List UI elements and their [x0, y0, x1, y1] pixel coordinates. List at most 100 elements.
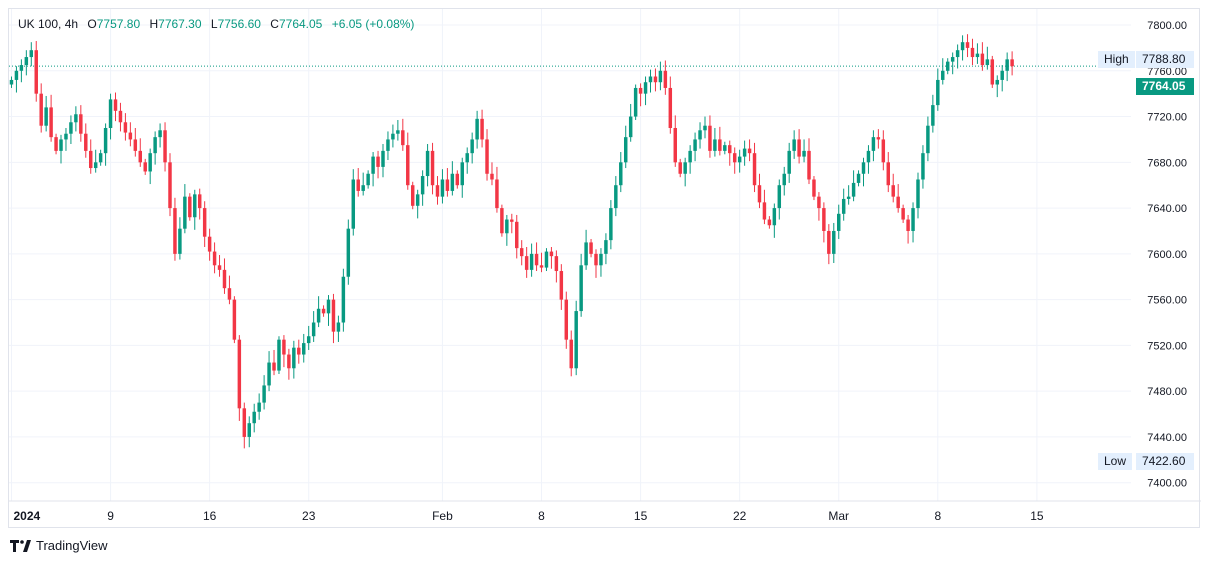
- candle: [480, 109, 484, 148]
- candle: [653, 68, 658, 92]
- candle-body: [678, 162, 682, 174]
- candle-body: [653, 76, 658, 83]
- y-tick-label: 7400.00: [1147, 478, 1187, 490]
- candle-body: [302, 343, 306, 355]
- candle-body: [663, 70, 668, 88]
- candle: [445, 168, 450, 197]
- grid: [9, 9, 1131, 501]
- y-tick-label: 7680.00: [1147, 157, 1187, 169]
- candle: [916, 172, 920, 219]
- candle-body: [252, 411, 256, 424]
- candle-body: [396, 130, 400, 134]
- candle: [782, 166, 786, 196]
- candle-body: [485, 139, 489, 174]
- candle-body: [326, 299, 331, 314]
- candle: [153, 131, 157, 165]
- candle-body: [277, 339, 281, 371]
- x-tick-label: 2024: [13, 509, 40, 523]
- candle-body: [103, 127, 108, 154]
- candle-body: [698, 130, 702, 140]
- candle-body: [737, 156, 742, 163]
- candle-body: [59, 139, 63, 151]
- candle: [331, 293, 336, 344]
- candle-body: [346, 228, 351, 277]
- candle-body: [29, 50, 34, 58]
- candle: [995, 75, 999, 98]
- candle: [93, 149, 98, 173]
- candle-body: [123, 122, 128, 133]
- candle: [747, 139, 752, 162]
- candle: [792, 130, 796, 159]
- candle: [718, 126, 722, 156]
- candle-body: [638, 87, 643, 94]
- candle-body: [465, 153, 469, 163]
- candle: [376, 150, 380, 179]
- candle-body: [168, 162, 172, 209]
- x-tick-label: 15: [634, 509, 648, 523]
- candle-body: [297, 347, 301, 355]
- candle: [698, 122, 702, 149]
- candle: [237, 335, 242, 421]
- candle: [619, 152, 623, 193]
- candle: [1005, 52, 1009, 82]
- candle: [292, 340, 296, 379]
- candle-body: [713, 139, 717, 151]
- candle-body: [1010, 59, 1014, 67]
- candle: [29, 42, 34, 67]
- candle-body: [564, 299, 569, 340]
- x-axis: 2024 9 16 23 Feb 8 15 22 Mar 8 15: [13, 509, 1043, 523]
- candle: [990, 55, 995, 88]
- candle-body: [401, 130, 405, 146]
- candle-body: [926, 125, 930, 154]
- candle: [197, 188, 202, 220]
- candle: [574, 300, 578, 376]
- candle-body: [406, 145, 410, 186]
- candle: [837, 204, 841, 239]
- candle-body: [995, 79, 999, 85]
- candle: [98, 149, 103, 166]
- candle: [1000, 65, 1004, 92]
- candle: [985, 46, 990, 70]
- candle: [257, 393, 261, 420]
- candle-body: [554, 256, 559, 272]
- candle-body: [861, 162, 866, 174]
- candle: [866, 145, 871, 174]
- candle: [594, 249, 598, 278]
- candle-body: [906, 219, 910, 231]
- candle: [406, 132, 410, 190]
- candle-body: [183, 196, 187, 229]
- candle-body: [232, 299, 237, 340]
- candle-body: [728, 145, 732, 154]
- candle-body: [440, 179, 445, 197]
- candle-body: [832, 230, 836, 254]
- candle: [945, 58, 950, 75]
- candle-body: [990, 59, 995, 85]
- candle-body: [376, 156, 380, 167]
- candle: [827, 224, 831, 265]
- candle: [797, 129, 801, 164]
- candle: [485, 129, 489, 181]
- x-tick-label: Mar: [828, 509, 849, 523]
- candle: [886, 152, 891, 193]
- chart-frame[interactable]: 7800.00 7760.00 7720.00 7680.00 7640.00 7600.…: [8, 8, 1201, 529]
- candle: [356, 168, 360, 197]
- candle: [569, 330, 573, 377]
- candle: [960, 35, 965, 61]
- close-label: C: [270, 17, 279, 31]
- candle-body: [703, 125, 707, 131]
- candle-body: [609, 208, 613, 241]
- candle: [500, 204, 504, 237]
- candle-body: [311, 322, 316, 337]
- candle: [881, 130, 886, 171]
- candle-body: [1000, 70, 1004, 80]
- candle-body: [584, 242, 588, 266]
- candle: [510, 213, 514, 234]
- y-axis: 7800.00 7760.00 7720.00 7680.00 7640.00 7600.…: [1147, 20, 1187, 490]
- candle: [44, 95, 48, 132]
- candle-body: [896, 196, 900, 209]
- candle: [386, 131, 390, 161]
- candlestick-chart[interactable]: 7800.00 7760.00 7720.00 7680.00 7640.00 7600.…: [9, 9, 1201, 529]
- candle: [381, 144, 385, 178]
- candle-body: [500, 208, 504, 234]
- candle: [415, 189, 420, 219]
